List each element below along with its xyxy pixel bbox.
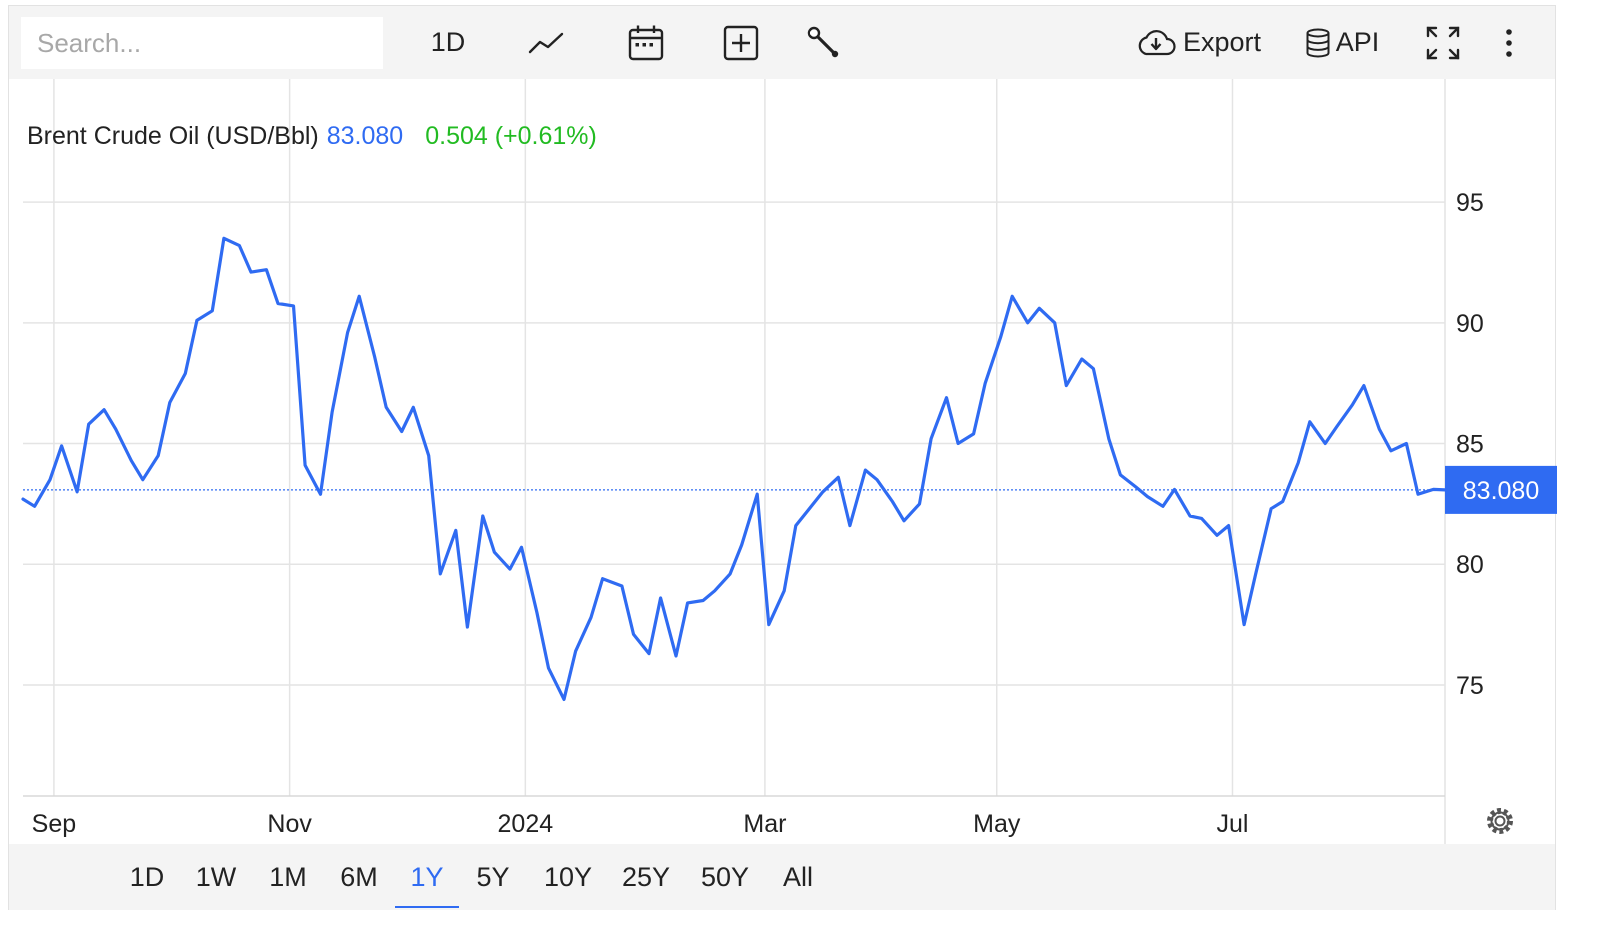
grid bbox=[23, 79, 1445, 796]
interval-label: 1D bbox=[430, 27, 466, 57]
api-label: API bbox=[1335, 27, 1380, 57]
price-tick-label: 80 bbox=[1456, 551, 1484, 579]
time-tick-label: 2024 bbox=[498, 810, 554, 838]
time-tick-label: Mar bbox=[743, 810, 786, 838]
compare-button[interactable] bbox=[722, 6, 760, 79]
price-tick-label: 95 bbox=[1456, 189, 1484, 217]
chart-widget: 1D bbox=[8, 5, 1557, 910]
time-axis: Sep Nov 2024 Mar May Jul bbox=[32, 810, 1249, 838]
wrench-icon bbox=[807, 26, 839, 57]
chart-area: 75 80 85 90 95 Sep Nov 2024 Mar May Jul 83.080 Br… bbox=[21, 79, 1557, 844]
range-button-10y[interactable]: 10Y bbox=[543, 861, 593, 892]
interval-button[interactable]: 1D bbox=[422, 6, 474, 79]
range-button-all[interactable]: All bbox=[782, 861, 813, 892]
calendar-icon bbox=[628, 25, 664, 60]
time-tick-label: Sep bbox=[32, 810, 76, 838]
fullscreen-button[interactable] bbox=[1425, 6, 1461, 79]
legend-name: Brent Crude Oil (USD/Bbl) bbox=[27, 122, 319, 150]
gear-icon bbox=[1487, 808, 1513, 834]
add-compare-icon bbox=[723, 25, 759, 60]
last-value-tag-bg bbox=[1445, 465, 1557, 514]
range-button-5y[interactable]: 5Y bbox=[476, 861, 510, 892]
chart-type-button[interactable] bbox=[524, 6, 568, 79]
range-button-1y[interactable]: 1Y bbox=[395, 844, 459, 910]
toolbar: 1D bbox=[9, 6, 1555, 79]
price-axis: 75 80 85 90 95 bbox=[1456, 189, 1484, 700]
price-tick-label: 90 bbox=[1456, 310, 1484, 338]
chart-settings-button[interactable] bbox=[1482, 803, 1518, 839]
price-tick-label: 75 bbox=[1456, 672, 1484, 700]
range-button-25y[interactable]: 25Y bbox=[621, 861, 671, 892]
range-selector: 1D 1W 1M 6M 1Y 5Y 10Y 25Y 50Y All bbox=[9, 844, 1555, 910]
price-tick-label: 85 bbox=[1456, 431, 1484, 459]
database-icon bbox=[1306, 28, 1330, 57]
last-value-tag-label: 83.080 bbox=[1463, 477, 1539, 505]
more-vert-icon bbox=[1506, 28, 1512, 57]
more-menu-button[interactable] bbox=[1497, 6, 1521, 79]
legend-last-value: 83.080 bbox=[327, 122, 403, 150]
range-button-1w[interactable]: 1W bbox=[195, 861, 237, 892]
export-label: Export bbox=[1182, 27, 1262, 57]
chart-legend: Brent Crude Oil (USD/Bbl) 83.080 0.504 (+0… bbox=[27, 122, 597, 150]
price-series-line[interactable] bbox=[21, 236, 1447, 701]
last-value-tag: 83.080 bbox=[1445, 465, 1557, 514]
search-input[interactable] bbox=[21, 17, 383, 69]
time-tick-label: May bbox=[973, 810, 1021, 838]
range-button-6m[interactable]: 6M bbox=[340, 861, 378, 892]
legend-change: 0.504 (+0.61%) bbox=[425, 122, 597, 150]
time-tick-label: Jul bbox=[1216, 810, 1248, 838]
date-range-button[interactable] bbox=[626, 6, 666, 79]
cloud-download-icon bbox=[1138, 29, 1176, 55]
export-button[interactable]: Export bbox=[1133, 6, 1263, 79]
api-button[interactable]: API bbox=[1301, 6, 1383, 79]
time-tick-label: Nov bbox=[267, 810, 312, 838]
settings-tools-button[interactable] bbox=[806, 6, 842, 79]
range-button-50y[interactable]: 50Y bbox=[700, 861, 750, 892]
range-button-1m[interactable]: 1M bbox=[269, 861, 307, 892]
line-chart-icon bbox=[528, 32, 564, 53]
fullscreen-icon bbox=[1426, 26, 1460, 59]
range-button-1d[interactable]: 1D bbox=[129, 861, 165, 892]
